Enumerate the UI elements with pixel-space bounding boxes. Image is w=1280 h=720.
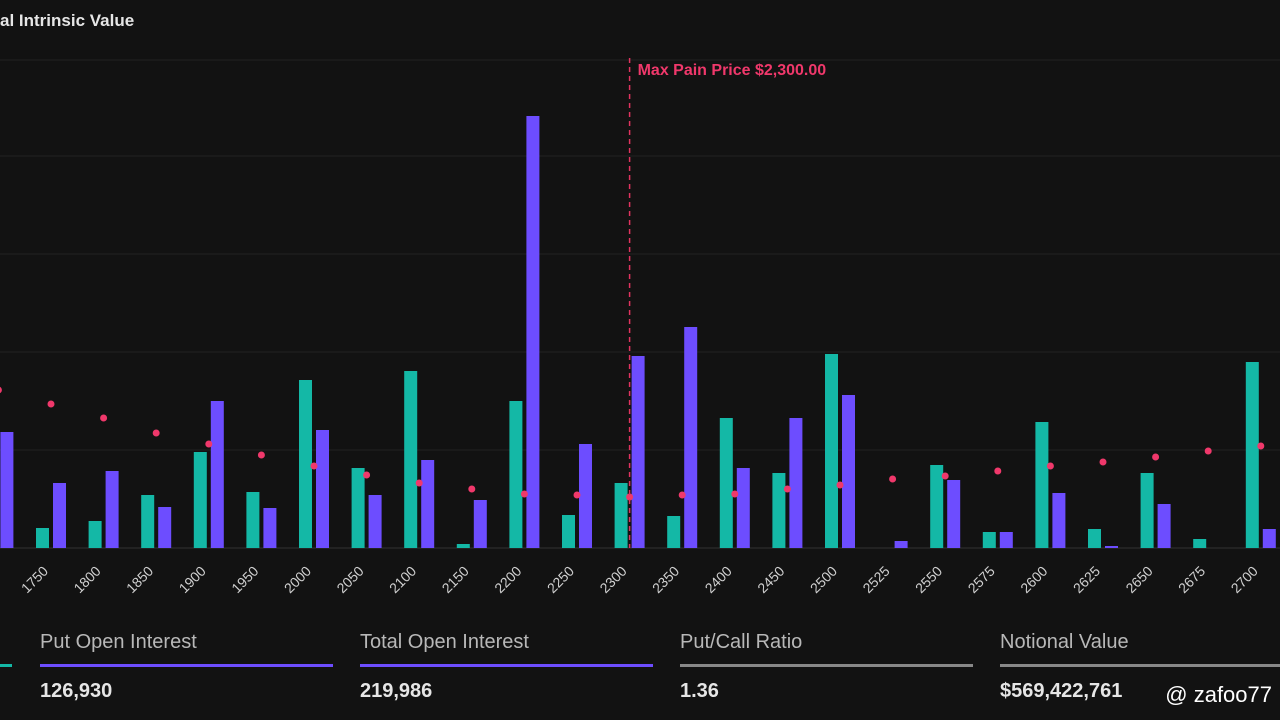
stat-underline — [0, 664, 12, 667]
stat-underline — [1000, 664, 1280, 667]
bar — [1035, 422, 1049, 548]
dot — [626, 493, 634, 501]
bar — [736, 468, 750, 548]
bar — [1140, 473, 1154, 548]
bar — [1245, 362, 1259, 548]
stat-label: Put Open Interest — [40, 631, 197, 653]
bar — [473, 500, 487, 548]
bar — [947, 480, 961, 548]
bar — [421, 460, 435, 548]
bar — [404, 371, 418, 548]
bar — [789, 418, 803, 548]
stat-label: Put/Call Ratio — [680, 631, 802, 653]
bar — [509, 401, 523, 548]
dot — [1099, 458, 1107, 466]
bar — [246, 492, 260, 548]
bar — [299, 380, 312, 548]
dot — [257, 451, 265, 459]
bar — [631, 356, 645, 548]
stat-value: 219,986 — [360, 680, 432, 702]
bar — [456, 544, 470, 548]
stat-label: Notional Value — [1000, 631, 1129, 653]
grid — [0, 59, 1280, 451]
bar — [719, 418, 733, 548]
bar — [579, 444, 592, 548]
bar — [105, 471, 119, 548]
dot — [1152, 453, 1160, 461]
watermark: @ zafoo77 — [1165, 682, 1272, 707]
dot — [941, 472, 949, 480]
bar — [0, 432, 14, 548]
dot — [573, 491, 581, 499]
dot — [47, 400, 55, 408]
stats: Put Open Interest 126,930 Total Open Inter… — [40, 631, 1280, 702]
bar — [825, 354, 838, 548]
bar — [772, 473, 786, 548]
dot — [363, 471, 371, 479]
bar — [36, 528, 49, 548]
bar — [1052, 493, 1066, 548]
bar — [562, 515, 575, 548]
bar — [210, 401, 224, 548]
dot — [836, 481, 844, 489]
dot — [1046, 462, 1054, 470]
bar — [53, 483, 66, 548]
bar — [1262, 529, 1276, 548]
bar — [316, 430, 329, 548]
dot — [994, 467, 1002, 475]
dot — [468, 485, 476, 493]
bar — [1088, 529, 1101, 548]
bar — [982, 532, 996, 548]
annotation: Max Pain Price $2,300.00 — [638, 62, 827, 79]
stat-value: 126,930 — [40, 680, 112, 702]
stat-value: 1.36 — [680, 680, 719, 702]
bar — [667, 516, 681, 548]
dot — [731, 490, 739, 498]
bar — [141, 495, 155, 548]
dot — [100, 414, 108, 422]
dot — [520, 490, 528, 498]
bar — [263, 508, 277, 548]
bar — [368, 495, 382, 548]
dot — [205, 440, 213, 448]
bar — [999, 532, 1013, 548]
dot — [1204, 447, 1212, 455]
dot — [1257, 442, 1265, 450]
dot — [0, 386, 2, 394]
bar — [526, 116, 540, 548]
bar — [351, 468, 365, 548]
dot — [889, 475, 897, 483]
bar — [684, 327, 698, 548]
bar — [894, 541, 908, 548]
bar — [930, 465, 944, 548]
bar — [614, 483, 628, 548]
stat-underline — [360, 664, 653, 667]
dot — [310, 462, 318, 470]
dot — [678, 491, 686, 499]
stat-label: Total Open Interest — [360, 631, 529, 653]
dot — [152, 429, 160, 437]
bar — [88, 521, 102, 548]
bar — [1105, 546, 1118, 548]
bar — [158, 507, 172, 548]
dot — [415, 479, 423, 487]
dot — [783, 485, 791, 493]
bar — [1193, 539, 1207, 548]
bar — [842, 395, 855, 548]
bar — [193, 452, 207, 548]
stat-underline — [40, 664, 333, 667]
chart-title: al Intrinsic Value — [0, 11, 134, 30]
bar — [1157, 504, 1171, 548]
stat-underline — [680, 664, 973, 667]
stat-value: $569,422,761 — [1000, 680, 1122, 702]
